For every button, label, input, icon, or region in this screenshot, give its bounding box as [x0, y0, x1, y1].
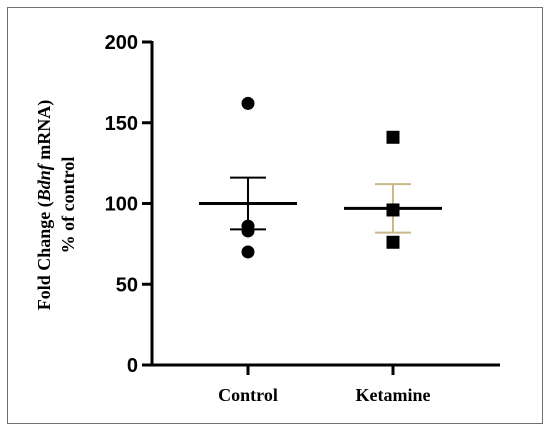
data-point-square	[386, 235, 400, 249]
data-marks	[199, 96, 442, 259]
data-point-square	[386, 203, 400, 217]
y-ticks: 0 50 100 150 200	[105, 32, 152, 377]
x-categories: Control Ketamine	[218, 365, 430, 405]
x-tick-label: Ketamine	[356, 385, 431, 405]
data-point-square	[386, 130, 400, 144]
y-tick-label: 150	[105, 113, 138, 135]
y-tick-label: 200	[105, 32, 138, 54]
data-point-circle	[241, 245, 255, 259]
series-ketamine	[344, 130, 442, 249]
y-tick-label: 0	[127, 355, 138, 377]
series-control	[199, 96, 297, 259]
data-point-circle	[241, 224, 255, 238]
y-tick-label: 100	[105, 194, 138, 216]
data-point-circle	[241, 96, 255, 110]
y-axis-title: Fold Change (Bdnf mRNA) % of control	[34, 100, 78, 311]
y-axis-title-line1: Fold Change (Bdnf mRNA)	[34, 100, 55, 311]
y-tick-label: 50	[116, 274, 138, 296]
chart-frame	[7, 7, 543, 424]
x-tick-label: Control	[218, 385, 278, 405]
y-axis-title-line2: % of control	[58, 157, 78, 254]
